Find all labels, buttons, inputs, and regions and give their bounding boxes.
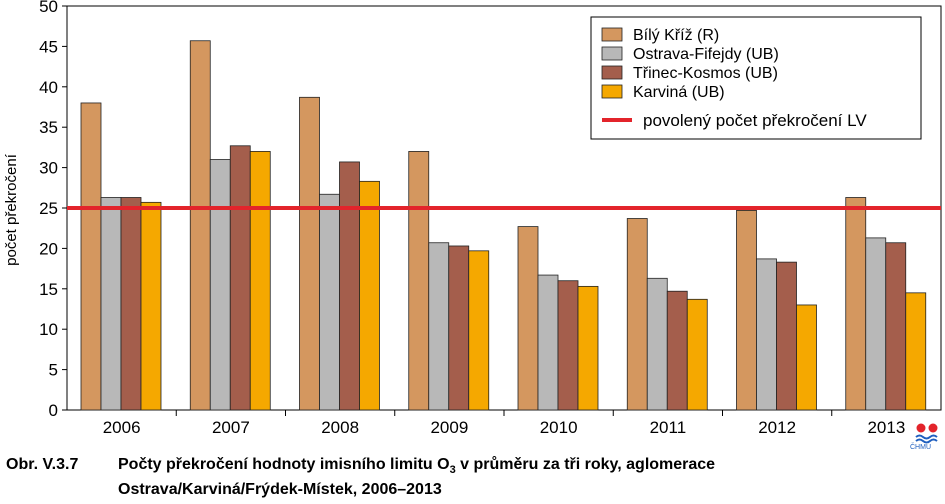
x-tick-label: 2013	[867, 418, 905, 437]
legend-swatch-1	[601, 27, 623, 42]
bar-2009-3	[448, 245, 470, 411]
x-tick-label: 2010	[540, 418, 578, 437]
logo-label: ČHMÚ	[910, 444, 931, 451]
x-axis: 2006 2007 2008 2009 2010 2011 2012 2013	[103, 410, 905, 437]
bar-2007-1	[189, 40, 211, 411]
bar-2008-1	[299, 96, 320, 411]
y-tick-label: 0	[49, 401, 58, 420]
caption-line1: Počty překročení hodnoty imisního limitu…	[118, 456, 450, 473]
bar-2013-4	[905, 292, 927, 411]
y-tick-label: 45	[39, 37, 58, 56]
y-tick-label: 20	[39, 239, 58, 258]
y-tick-label: 10	[39, 320, 58, 339]
y-axis-label: počet překročení	[3, 153, 20, 266]
caption-line1-end: v průměru za tři roky, aglomerace	[455, 456, 716, 473]
bar-2007-4	[249, 151, 271, 411]
bar-2006-1	[80, 102, 102, 411]
y-tick-label: 35	[39, 118, 58, 137]
bar-2009-2	[428, 242, 450, 411]
legend-swatch-4	[601, 84, 623, 99]
bar-2011-2	[646, 277, 668, 411]
bar-2011-4	[686, 298, 708, 411]
bar-2012-4	[796, 304, 817, 411]
x-tick-label: 2008	[321, 418, 359, 437]
y-tick-label: 50	[39, 0, 58, 16]
figure-caption: Obr. V.3.7 Počty překročení hodnoty imisn…	[6, 455, 715, 499]
bar-2008-4	[359, 180, 380, 411]
bar-2008-2	[319, 193, 340, 411]
bar-2007-3	[229, 145, 251, 411]
y-axis: 0 5 10 15 20 25 30 35 40 45 50	[39, 0, 67, 420]
bar-2011-3	[666, 290, 688, 411]
legend-label-4: Karviná (UB)	[633, 84, 725, 101]
legend-box	[590, 16, 922, 140]
bar-2013-2	[865, 237, 887, 411]
bar-2006-3	[120, 197, 142, 411]
y-tick-label: 5	[49, 361, 58, 380]
x-tick-label: 2011	[650, 418, 687, 437]
bar-2011-1	[626, 218, 648, 411]
bars	[80, 40, 927, 411]
bar-2006-2	[100, 197, 122, 411]
chmu-logo-icon	[912, 420, 942, 460]
legend-label-3: Třinec-Kosmos (UB)	[633, 65, 778, 82]
bar-2009-1	[408, 151, 430, 411]
bar-2013-3	[885, 242, 907, 411]
legend: Bílý Kříž (R) Ostrava-Fifejdy (UB) Třinec-…	[590, 16, 922, 140]
legend-swatch-2	[601, 46, 623, 61]
x-tick-label: 2007	[212, 418, 250, 437]
bar-2009-4	[468, 250, 490, 411]
y-tick-label: 30	[39, 159, 58, 178]
bar-2012-2	[756, 258, 777, 411]
x-tick-label: 2006	[103, 418, 141, 437]
bar-2012-3	[776, 261, 797, 411]
x-tick-label: 2009	[430, 418, 468, 437]
bar-chart: 0 5 10 15 20 25 30 35 40 45 50 2006 2007 2008 2009 201…	[3, 0, 942, 437]
legend-limit-label: povolený počet překročení LV	[643, 111, 867, 130]
bar-2013-1	[845, 197, 867, 411]
y-tick-label: 25	[39, 199, 58, 218]
bar-2010-3	[557, 280, 579, 411]
bar-2007-2	[209, 159, 231, 411]
y-tick-label: 15	[39, 280, 58, 299]
legend-label-1: Bílý Kříž (R)	[633, 27, 719, 44]
caption-line2: Ostrava/Karviná/Frýdek-Místek, 2006–2013	[118, 481, 442, 499]
legend-swatch-3	[601, 65, 623, 80]
caption-subscript: 3	[449, 464, 456, 477]
x-tick-label: 2012	[758, 418, 796, 437]
bar-2012-1	[736, 210, 757, 411]
y-tick-label: 40	[39, 78, 58, 97]
bar-2010-4	[577, 285, 599, 411]
bar-2010-1	[517, 226, 539, 411]
bar-2010-2	[537, 274, 559, 411]
figure-number: Obr. V.3.7	[6, 456, 79, 473]
bar-2008-3	[339, 161, 360, 411]
bar-2006-4	[140, 201, 162, 411]
legend-label-2: Ostrava-Fifejdy (UB)	[633, 46, 779, 63]
